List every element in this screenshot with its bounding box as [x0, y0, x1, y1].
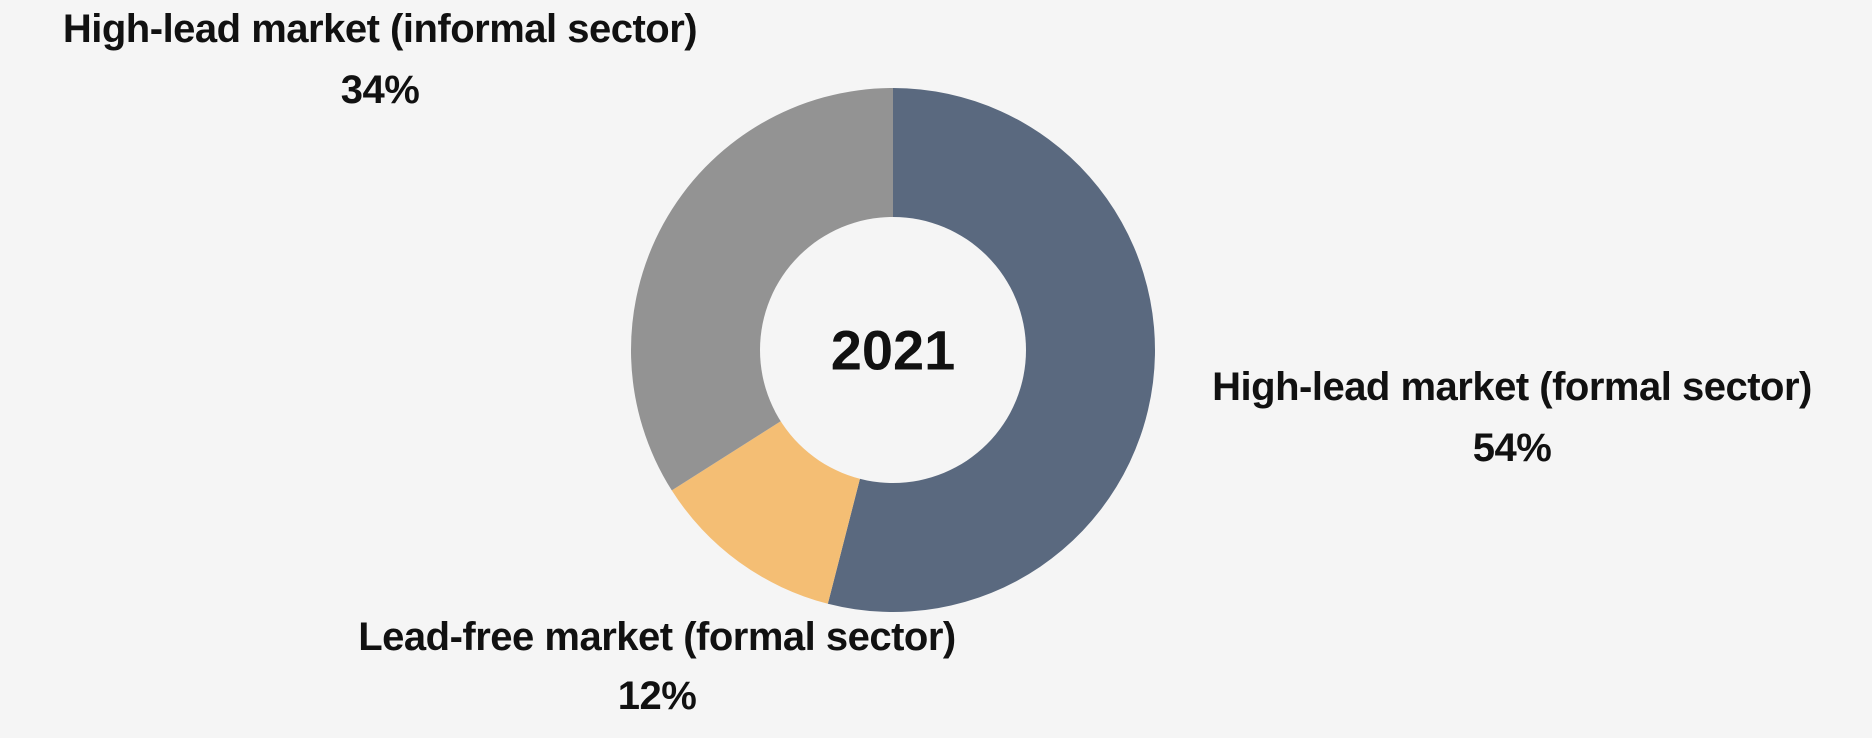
center-year-label: 2021 — [831, 319, 956, 382]
slice-labels: High-lead market (formal sector) 54% Lead-… — [63, 7, 1812, 718]
slice-value-label-1: 12% — [618, 674, 697, 718]
slice-name-label-0: High-lead market (formal sector) — [1212, 365, 1812, 409]
slice-name-label-2: High-lead market (informal sector) — [63, 7, 697, 51]
slice-name-label-1: Lead-free market (formal sector) — [358, 615, 956, 659]
slice-value-label-0: 54% — [1473, 426, 1552, 470]
donut-hole — [760, 217, 1026, 483]
slice-value-label-2: 34% — [341, 68, 420, 112]
